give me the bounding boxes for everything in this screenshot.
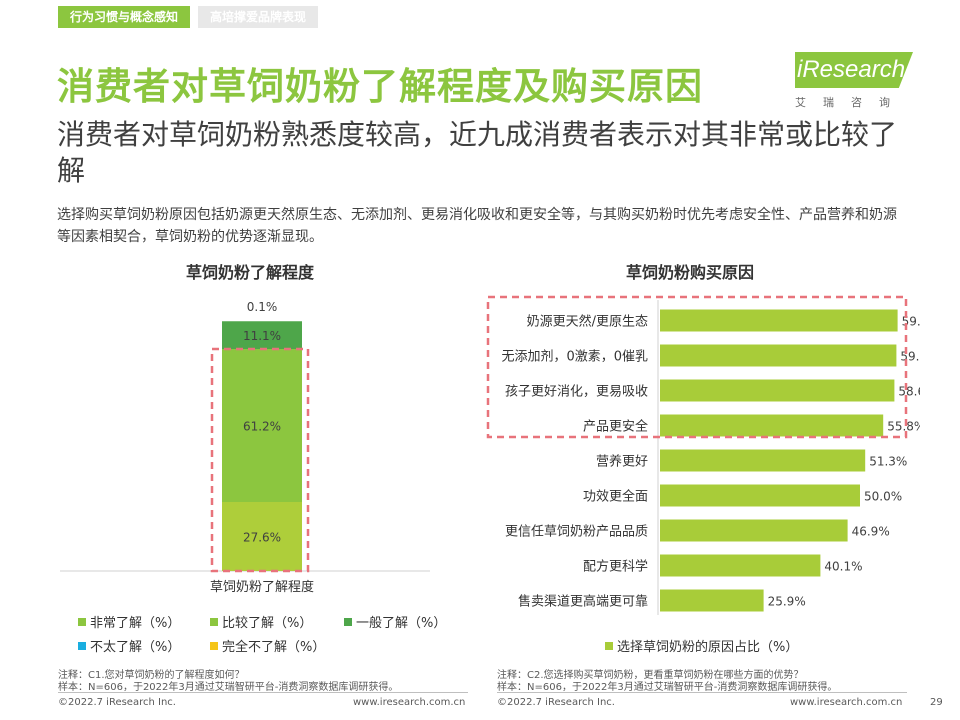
reason-value-3: 55.8% <box>887 420 920 434</box>
right-chart-title: 草饲奶粉购买原因 <box>626 263 755 282</box>
reason-category-3: 产品更安全 <box>583 419 648 435</box>
reason-value-6: 46.9% <box>852 525 890 539</box>
footer-copyright-left: ©2022.7 iResearch Inc. <box>58 697 176 708</box>
left-chart-xlabel: 草饲奶粉了解程度 <box>210 579 314 595</box>
footer-url-right[interactable]: www.iresearch.com.cn <box>790 697 903 708</box>
left-note-sample: 样本：N=606，于2022年3月通过艾瑞智研平台-消费洞察数据库调研获得。 <box>58 682 399 693</box>
reason-bar-2 <box>660 379 895 402</box>
stack-label-0: 27.6% <box>243 531 281 545</box>
legend-fairly: 比较了解（%） <box>210 612 312 631</box>
legend-general-label: 一般了解（%） <box>356 616 447 631</box>
footer-divider-right <box>497 692 907 693</box>
reason-bar-5 <box>660 484 860 507</box>
page-title: 消费者对草饲奶粉了解程度及购买原因 <box>57 65 703 108</box>
legend-reason-swatch <box>605 641 613 650</box>
legend-none-label: 完全不了解（%） <box>222 640 326 655</box>
reason-value-5: 50.0% <box>864 490 902 504</box>
legend-very-swatch <box>78 617 86 626</box>
tab-behavior[interactable]: 行为习惯与概念感知 <box>58 6 191 28</box>
left-chart-title: 草饲奶粉了解程度 <box>186 263 315 282</box>
reason-bar-7 <box>660 554 821 577</box>
page-description: 选择购买草饲奶粉原因包括奶源更天然原生态、无添加剂、更易消化吸收和更安全等，与其… <box>57 207 897 245</box>
legend-none: 完全不了解（%） <box>210 636 325 655</box>
reason-bar-1 <box>660 344 897 367</box>
right-note-question: 注释：C2.您选择购买草饲奶粉，更看重草饲奶粉在哪些方面的优势？ <box>497 670 804 681</box>
reason-category-2: 孩子更好消化，更易吸收 <box>505 385 648 400</box>
legend-fairly-swatch <box>210 617 218 626</box>
reason-category-0: 奶源更天然/更原生态 <box>527 314 648 330</box>
stack-label-2: 11.1% <box>243 329 281 343</box>
reason-value-0: 59.4% <box>902 315 920 329</box>
legend-very: 非常了解（%） <box>78 612 180 631</box>
legend-reason-label: 选择草饲奶粉的原因占比（%） <box>617 640 799 655</box>
reason-bar-4 <box>660 449 866 472</box>
reason-category-6: 更信任草饲奶粉产品品质 <box>505 525 648 540</box>
page-subtitle: 消费者对草饲奶粉熟悉度较高，近九成消费者表示对其非常或比较了解 <box>57 118 898 187</box>
page-number: 29 <box>930 697 943 708</box>
reason-category-5: 功效更全面 <box>583 489 648 505</box>
logo-subtext: 艾瑞咨询 <box>795 96 907 109</box>
stack-label-1: 61.2% <box>243 420 281 434</box>
legend-little-label: 不太了解（%） <box>90 640 181 655</box>
right-highlight-box <box>486 295 908 439</box>
logo-text: iResearch <box>797 56 906 83</box>
left-highlight-box <box>210 347 310 573</box>
stack-label-3: 0.1% <box>247 300 278 314</box>
footer-divider-left <box>58 692 468 693</box>
legend-very-label: 非常了解（%） <box>90 616 181 631</box>
legend-none-swatch <box>210 641 218 650</box>
reason-value-4: 51.3% <box>869 455 907 469</box>
stack-segment-1 <box>222 349 302 502</box>
knowledge-stacked-chart: 27.6% 61.2% 11.1% 0.1% 草饲奶粉了解程度 <box>60 300 430 595</box>
legend-little: 不太了解（%） <box>78 636 180 655</box>
right-note-sample: 样本：N=606，于2022年3月通过艾瑞智研平台-消费洞察数据库调研获得。 <box>497 682 838 693</box>
reason-category-4: 营养更好 <box>596 454 648 470</box>
legend-reason: 选择草饲奶粉的原因占比（%） <box>605 636 798 655</box>
logo-background <box>795 52 913 88</box>
reason-category-1: 无添加剂，0激素，0催乳 <box>501 350 648 365</box>
stack-segment-2 <box>222 321 302 349</box>
left-note-question: 注释：C1.您对草饲奶粉的了解程度如何？ <box>58 670 245 681</box>
left-note: 注释：C1.您对草饲奶粉的了解程度如何？ 样本：N=606，于2022年3月通过… <box>58 670 398 694</box>
legend-little-swatch <box>78 641 86 650</box>
reason-category-7: 配方更科学 <box>583 559 648 575</box>
reasons-bar-chart: 奶源更天然/更原生态 59.4% 无添加剂，0激素，0催乳 59.1% 孩子更好消化，更… <box>486 295 920 615</box>
reason-bar-6 <box>660 519 848 542</box>
right-note: 注释：C2.您选择购买草饲奶粉，更看重草饲奶粉在哪些方面的优势？ 样本：N=60… <box>497 670 837 694</box>
reason-value-1: 59.1% <box>900 350 920 364</box>
legend-fairly-label: 比较了解（%） <box>222 616 313 631</box>
reason-value-8: 25.9% <box>768 595 806 609</box>
iresearch-logo: iResearch 艾瑞咨询 <box>795 52 915 112</box>
legend-general: 一般了解（%） <box>344 612 446 631</box>
stack-segment-0 <box>222 502 302 571</box>
reason-value-2: 58.6% <box>898 385 920 399</box>
reason-bar-3 <box>660 414 884 437</box>
reason-bar-0 <box>660 309 898 332</box>
reason-bar-8 <box>660 589 764 612</box>
section-tabs: 行为习惯与概念感知 高培撑爱品牌表现 <box>58 6 319 28</box>
footer-copyright-right: ©2022.7 iResearch Inc. <box>497 697 615 708</box>
legend-general-swatch <box>344 617 352 626</box>
tab-brand[interactable]: 高培撑爱品牌表现 <box>198 6 319 28</box>
reason-value-7: 40.1% <box>824 560 862 574</box>
reason-category-8: 售卖渠道更高端更可靠 <box>518 594 648 610</box>
footer-url-left[interactable]: www.iresearch.com.cn <box>353 697 466 708</box>
